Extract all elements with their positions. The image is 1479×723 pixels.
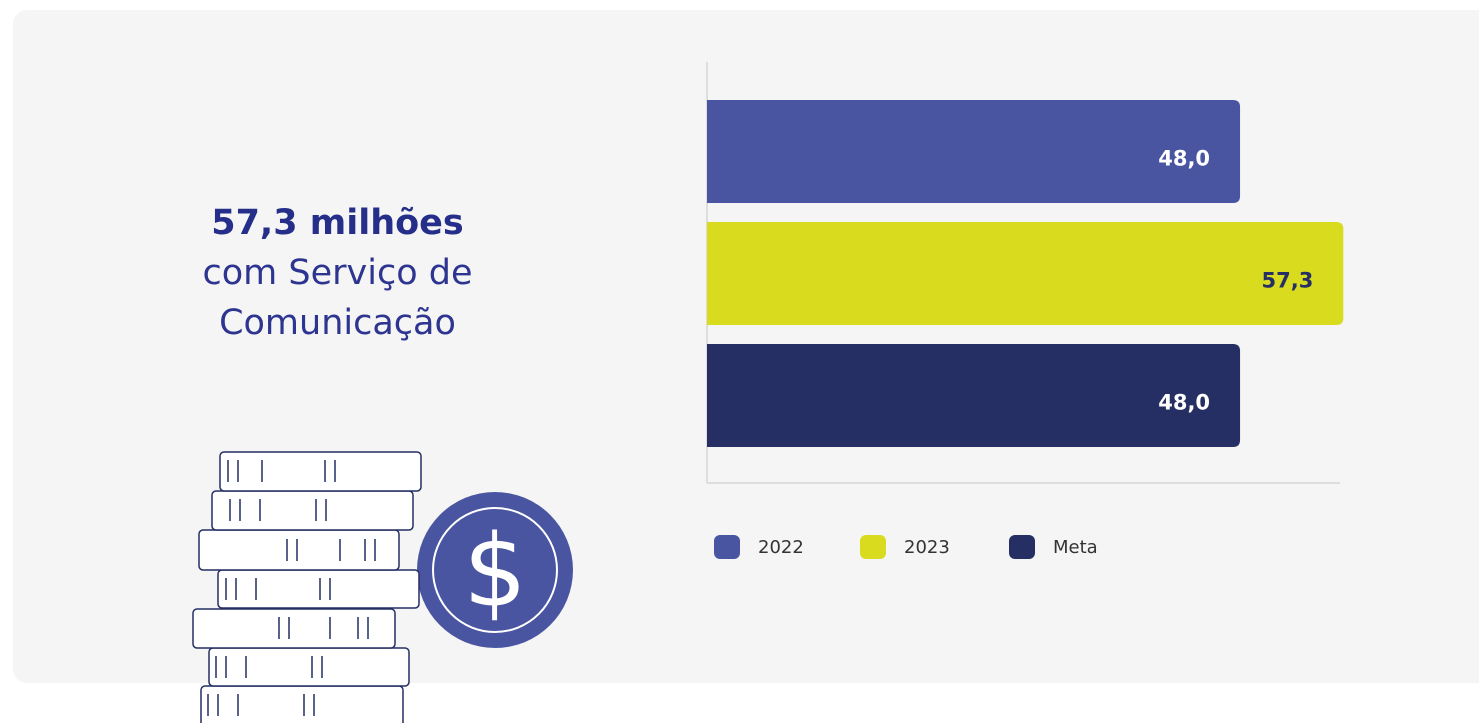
headline: 57,3 milhões: [211, 203, 464, 243]
bar: [707, 344, 1241, 447]
legend-label: 2022: [758, 537, 804, 558]
value-label: 57,3: [1262, 269, 1314, 293]
svg-text:$: $: [463, 512, 527, 629]
value-label: 48,0: [1158, 391, 1210, 415]
coins-illustration: $: [192, 451, 573, 723]
subtitle: com Serviço de Comunicação: [202, 253, 473, 343]
legend-swatch: [860, 535, 886, 559]
value-label: 48,0: [1158, 147, 1210, 171]
headline-block: 57,3 milhões com Serviço de Comunicação: [150, 198, 525, 348]
bar: [707, 222, 1344, 325]
legend-label: 2023: [904, 537, 950, 558]
bar: [707, 100, 1241, 203]
legend-swatch: [1009, 535, 1035, 559]
legend-label: Meta: [1053, 537, 1098, 558]
legend-swatch: [714, 535, 740, 559]
